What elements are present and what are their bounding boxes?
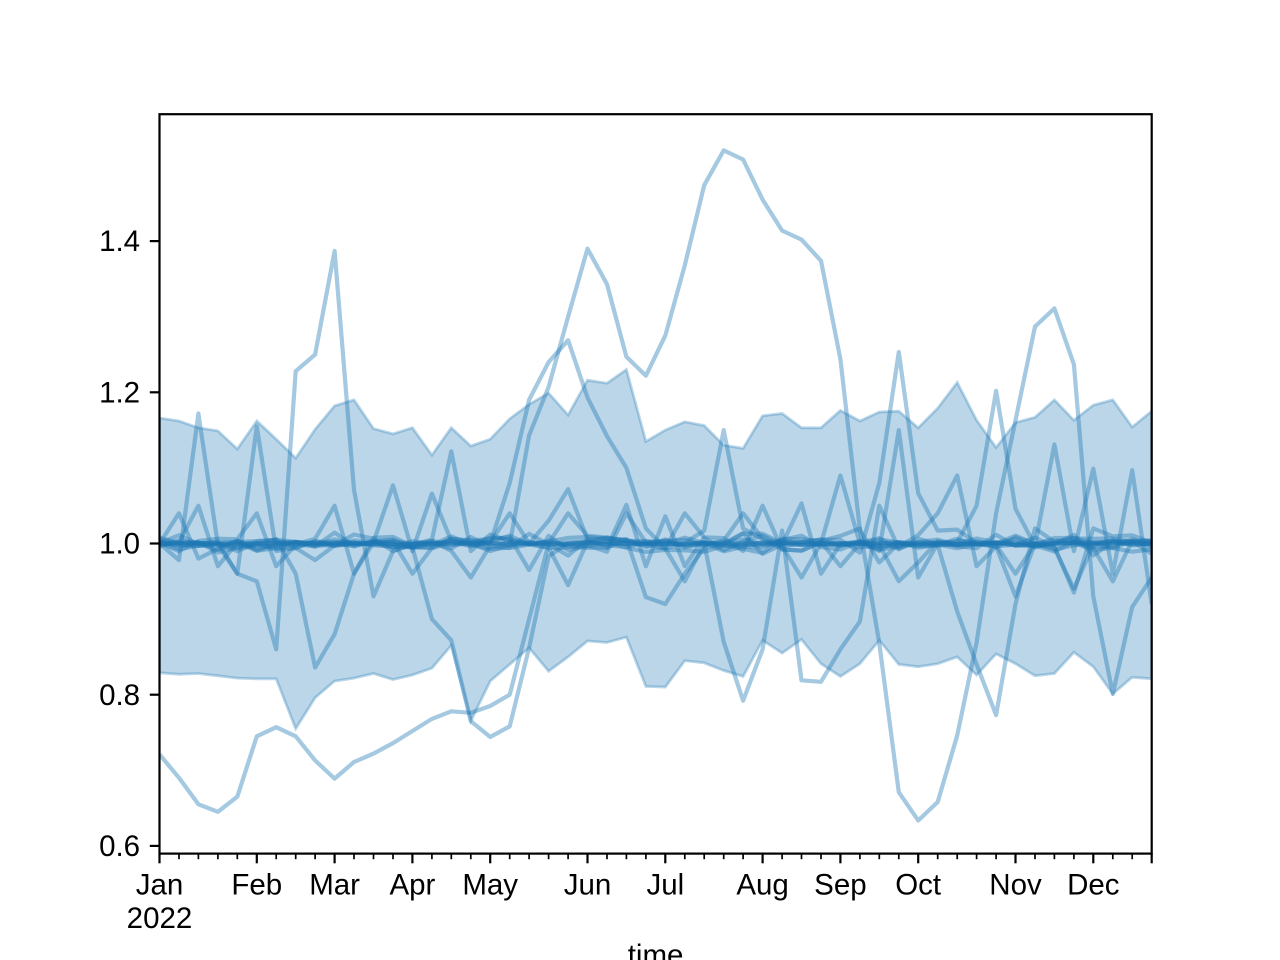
svg-text:0.8: 0.8 <box>99 679 140 712</box>
svg-text:1.2: 1.2 <box>99 376 140 409</box>
svg-text:Jul: Jul <box>646 869 684 902</box>
svg-text:time: time <box>628 939 684 960</box>
svg-text:0.6: 0.6 <box>99 830 140 863</box>
svg-text:Mar: Mar <box>309 869 360 902</box>
svg-text:Sep: Sep <box>814 869 867 902</box>
svg-text:1.0: 1.0 <box>99 528 140 561</box>
svg-text:May: May <box>462 869 518 902</box>
svg-text:Apr: Apr <box>389 869 435 902</box>
svg-text:Oct: Oct <box>895 869 941 902</box>
svg-text:2022: 2022 <box>127 902 193 935</box>
svg-text:Aug: Aug <box>736 869 789 902</box>
svg-text:Feb: Feb <box>231 869 282 902</box>
svg-text:Dec: Dec <box>1067 869 1119 902</box>
svg-text:Nov: Nov <box>989 869 1042 902</box>
svg-text:Jun: Jun <box>564 869 612 902</box>
svg-text:1.4: 1.4 <box>99 225 140 258</box>
svg-text:Jan: Jan <box>136 869 184 902</box>
